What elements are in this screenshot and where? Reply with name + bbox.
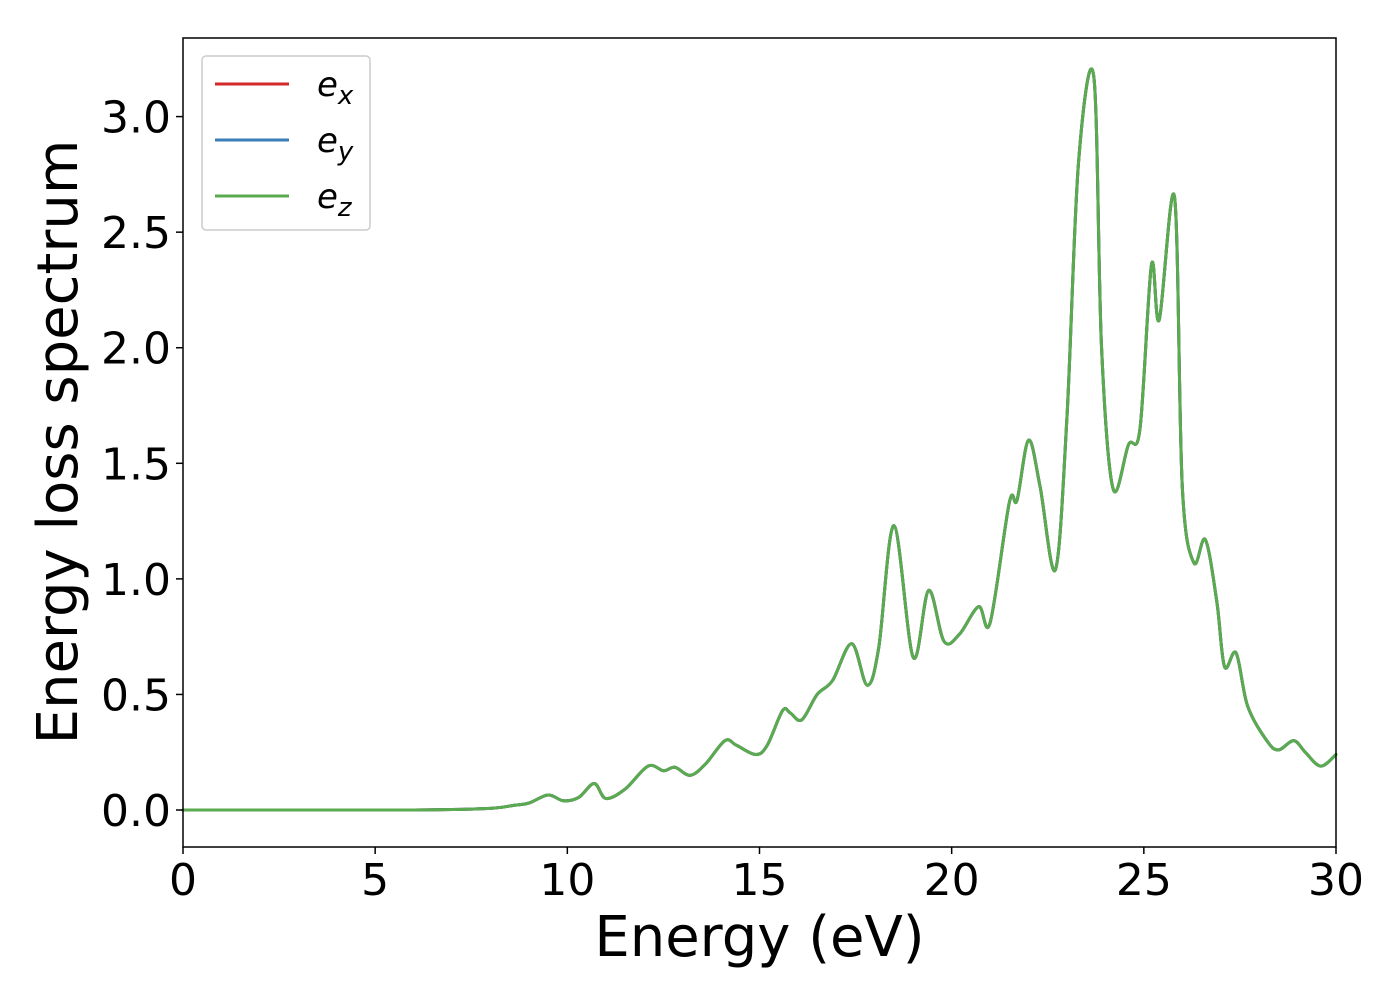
legend-label-y: ey <box>317 121 354 167</box>
series-line-e-z <box>181 67 1338 812</box>
y-axis-ticks: 0.0 0.5 1.0 1.5 2.0 2.5 3.0 <box>101 93 183 837</box>
x-tick-label: 25 <box>1116 855 1172 906</box>
y-tick-label: 0.0 <box>101 786 171 837</box>
x-axis-label: Energy (eV) <box>594 905 924 970</box>
y-tick-label: 2.5 <box>101 208 171 259</box>
series-layer <box>181 67 1338 812</box>
x-tick-label: 20 <box>924 855 980 906</box>
y-tick-label: 1.5 <box>101 439 171 490</box>
y-tick-label: 0.5 <box>101 670 171 721</box>
x-axis-ticks: 0 5 10 15 20 25 30 <box>169 847 1364 906</box>
legend-label-z: ez <box>317 177 353 223</box>
y-axis-label: Energy loss spectrum <box>26 140 91 745</box>
y-tick-label: 1.0 <box>101 555 171 606</box>
y-tick-label: 3.0 <box>101 93 171 144</box>
plot-area <box>183 38 1336 847</box>
x-tick-label: 15 <box>732 855 788 906</box>
x-tick-label: 10 <box>539 855 595 906</box>
x-tick-label: 30 <box>1308 855 1364 906</box>
legend-label-x: ex <box>317 65 354 111</box>
x-tick-label: 5 <box>361 855 389 906</box>
x-tick-label: 0 <box>169 855 197 906</box>
y-tick-label: 2.0 <box>101 324 171 375</box>
legend-box <box>201 55 371 231</box>
legend: ex ey ez <box>201 55 371 231</box>
